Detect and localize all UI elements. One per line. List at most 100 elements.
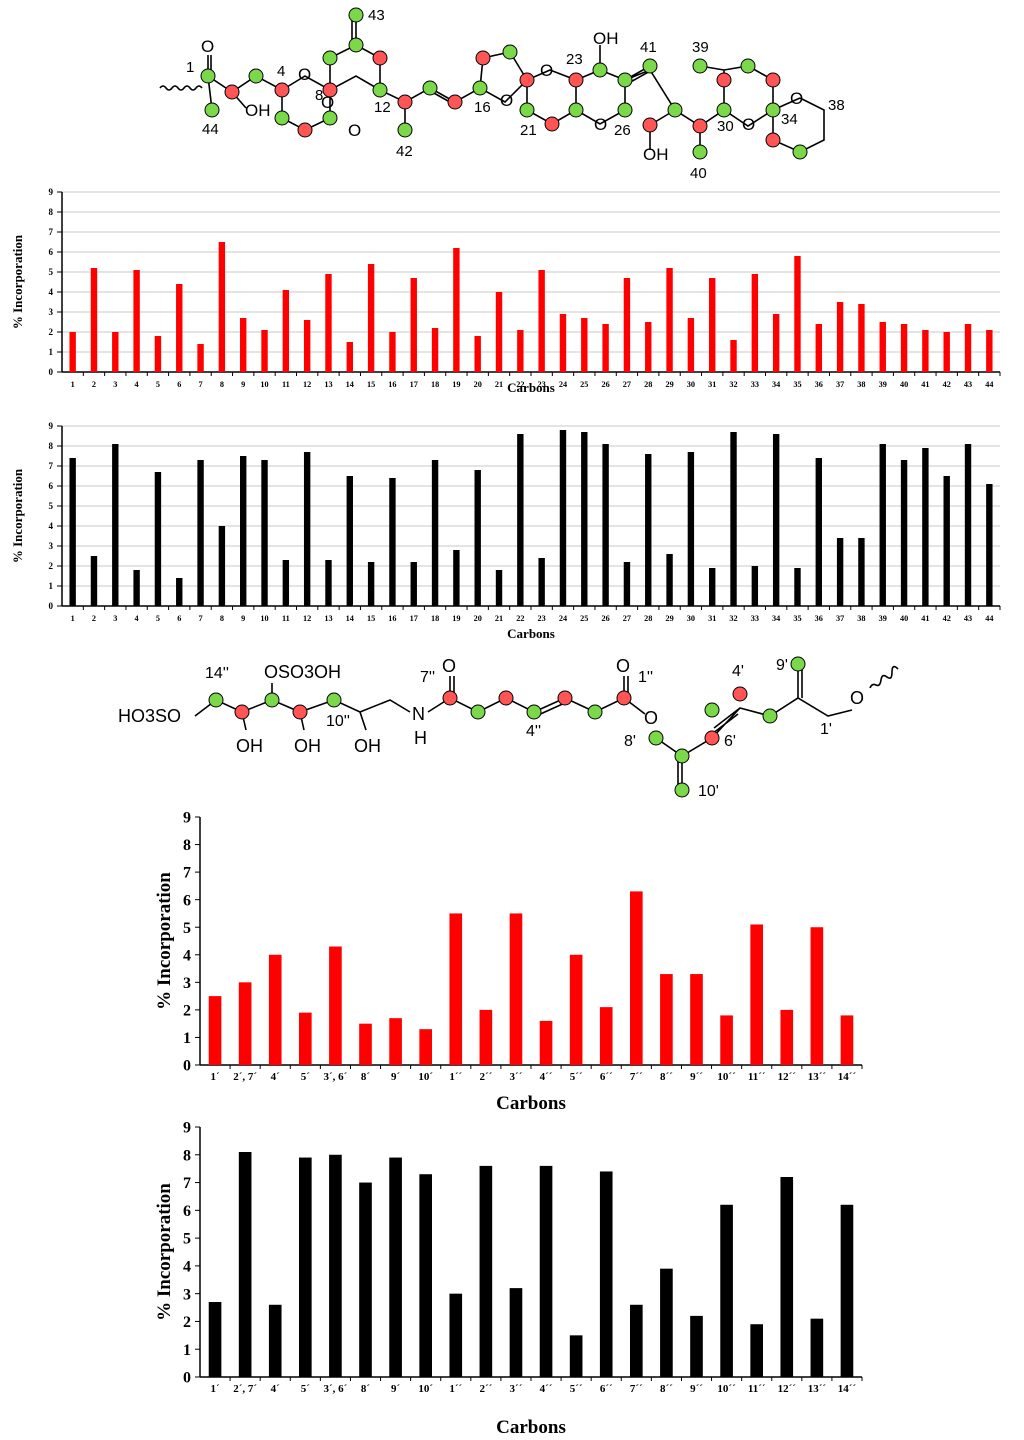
x-tick-label: 5: [156, 380, 160, 389]
bar: [750, 1324, 764, 1377]
y-axis-title: % Incorporation: [10, 468, 25, 563]
carbon-number: 43: [368, 7, 385, 24]
x-tick-label: 40: [900, 380, 908, 389]
bar: [359, 1182, 372, 1377]
carbon-number: 6': [724, 733, 736, 750]
bar: [346, 342, 353, 372]
bar: [176, 578, 183, 606]
bar: [90, 556, 98, 606]
x-tick-label: 10´´: [717, 1071, 736, 1083]
bar: [751, 274, 759, 372]
group-label: OH: [643, 145, 669, 164]
x-tick-label: 16: [388, 614, 396, 623]
x-tick-label: 26: [601, 380, 609, 389]
x-tick-label: 1´´: [449, 1383, 462, 1395]
labeled-carbons: [208, 656, 806, 798]
bar: [474, 336, 481, 372]
x-tick-label: 10: [260, 614, 268, 623]
group-label: O: [742, 115, 755, 134]
bar: [495, 570, 503, 606]
bar: [479, 1165, 493, 1377]
x-tick-label: 5´´: [570, 1383, 583, 1395]
x-tick-label: 3´, 6´: [323, 1383, 347, 1395]
x-tick-label: 37: [836, 380, 844, 389]
x-tick-label: 30: [687, 614, 695, 623]
x-tick-label: 41: [921, 614, 929, 623]
bar: [261, 460, 268, 606]
x-tick-label: 21: [495, 614, 503, 623]
group-label: O: [201, 37, 214, 56]
x-tick-label: 1´: [210, 1383, 220, 1395]
x-tick-label: 17: [410, 614, 418, 623]
bar: [419, 1174, 433, 1377]
bar: [298, 1012, 312, 1065]
y-tick-label: 2: [183, 1002, 191, 1019]
x-tick-label: 1: [71, 380, 75, 389]
bar: [449, 1293, 463, 1377]
bar: [539, 1020, 553, 1065]
y-tick-label: 8: [49, 207, 54, 217]
x-tick-label: 10´´: [717, 1383, 736, 1395]
bar: [453, 550, 460, 606]
carbon-number: 1'': [638, 669, 653, 686]
bar: [449, 913, 463, 1065]
bar: [810, 1318, 824, 1377]
x-tick-label: 7´´: [630, 1071, 643, 1083]
x-axis-title: Carbons: [496, 1093, 566, 1114]
x-tick-label: 10´: [418, 1071, 433, 1083]
y-tick-label: 2: [183, 1314, 191, 1331]
x-tick-label: 1´´: [449, 1071, 462, 1083]
x-tick-label: 9´´: [690, 1071, 703, 1083]
x-tick-label: 4´´: [540, 1071, 553, 1083]
bar: [538, 558, 545, 606]
carbon-number: 23: [566, 51, 583, 68]
x-tick-label: 27: [623, 380, 631, 389]
group-label: O: [500, 91, 513, 110]
x-tick-label: 4´´: [540, 1383, 553, 1395]
bar: [836, 302, 844, 372]
bar: [750, 924, 764, 1065]
x-tick-label: 12: [303, 380, 311, 389]
bar: [410, 562, 417, 606]
x-tick-label: 13´´: [808, 1071, 827, 1083]
bar: [922, 448, 929, 606]
wavy-bond: [869, 665, 899, 689]
x-tick-label: 25: [580, 614, 588, 623]
bar: [986, 484, 993, 606]
x-tick-label: 17: [410, 380, 418, 389]
y-tick-label: 6: [49, 247, 54, 257]
carbon-number: 38: [828, 97, 845, 114]
bar: [720, 1204, 733, 1377]
x-tick-label: 2: [92, 614, 96, 623]
bar: [602, 444, 609, 606]
bar: [810, 927, 824, 1065]
bar: [218, 526, 226, 606]
bar: [208, 996, 222, 1065]
carbon-number: 10': [698, 783, 719, 800]
bar: [660, 974, 673, 1065]
bar: [389, 478, 396, 606]
x-tick-label: 39: [879, 380, 887, 389]
bar: [298, 1157, 312, 1377]
x-tick-label: 28: [644, 380, 652, 389]
y-tick-label: 9: [49, 421, 54, 431]
x-tick-label: 6: [177, 380, 181, 389]
bar: [687, 452, 695, 606]
bar: [133, 570, 140, 606]
bar: [943, 476, 950, 606]
bar: [154, 472, 162, 606]
y-tick-label: 6: [183, 892, 191, 909]
y-tick-label: 1: [183, 1030, 191, 1047]
x-tick-label: 8´: [361, 1383, 371, 1395]
group-label: OH: [236, 736, 263, 756]
group-label: O: [540, 61, 553, 80]
x-tick-label: 5´: [301, 1071, 311, 1083]
carbon-number: 14'': [205, 665, 229, 682]
x-tick-label: 7´´: [630, 1383, 643, 1395]
labeled-carbons: [200, 7, 808, 160]
bar: [900, 460, 908, 606]
x-tick-label: 43: [964, 614, 972, 623]
x-tick-label: 11: [282, 614, 290, 623]
x-tick-label: 2: [92, 380, 96, 389]
bar: [687, 318, 695, 372]
